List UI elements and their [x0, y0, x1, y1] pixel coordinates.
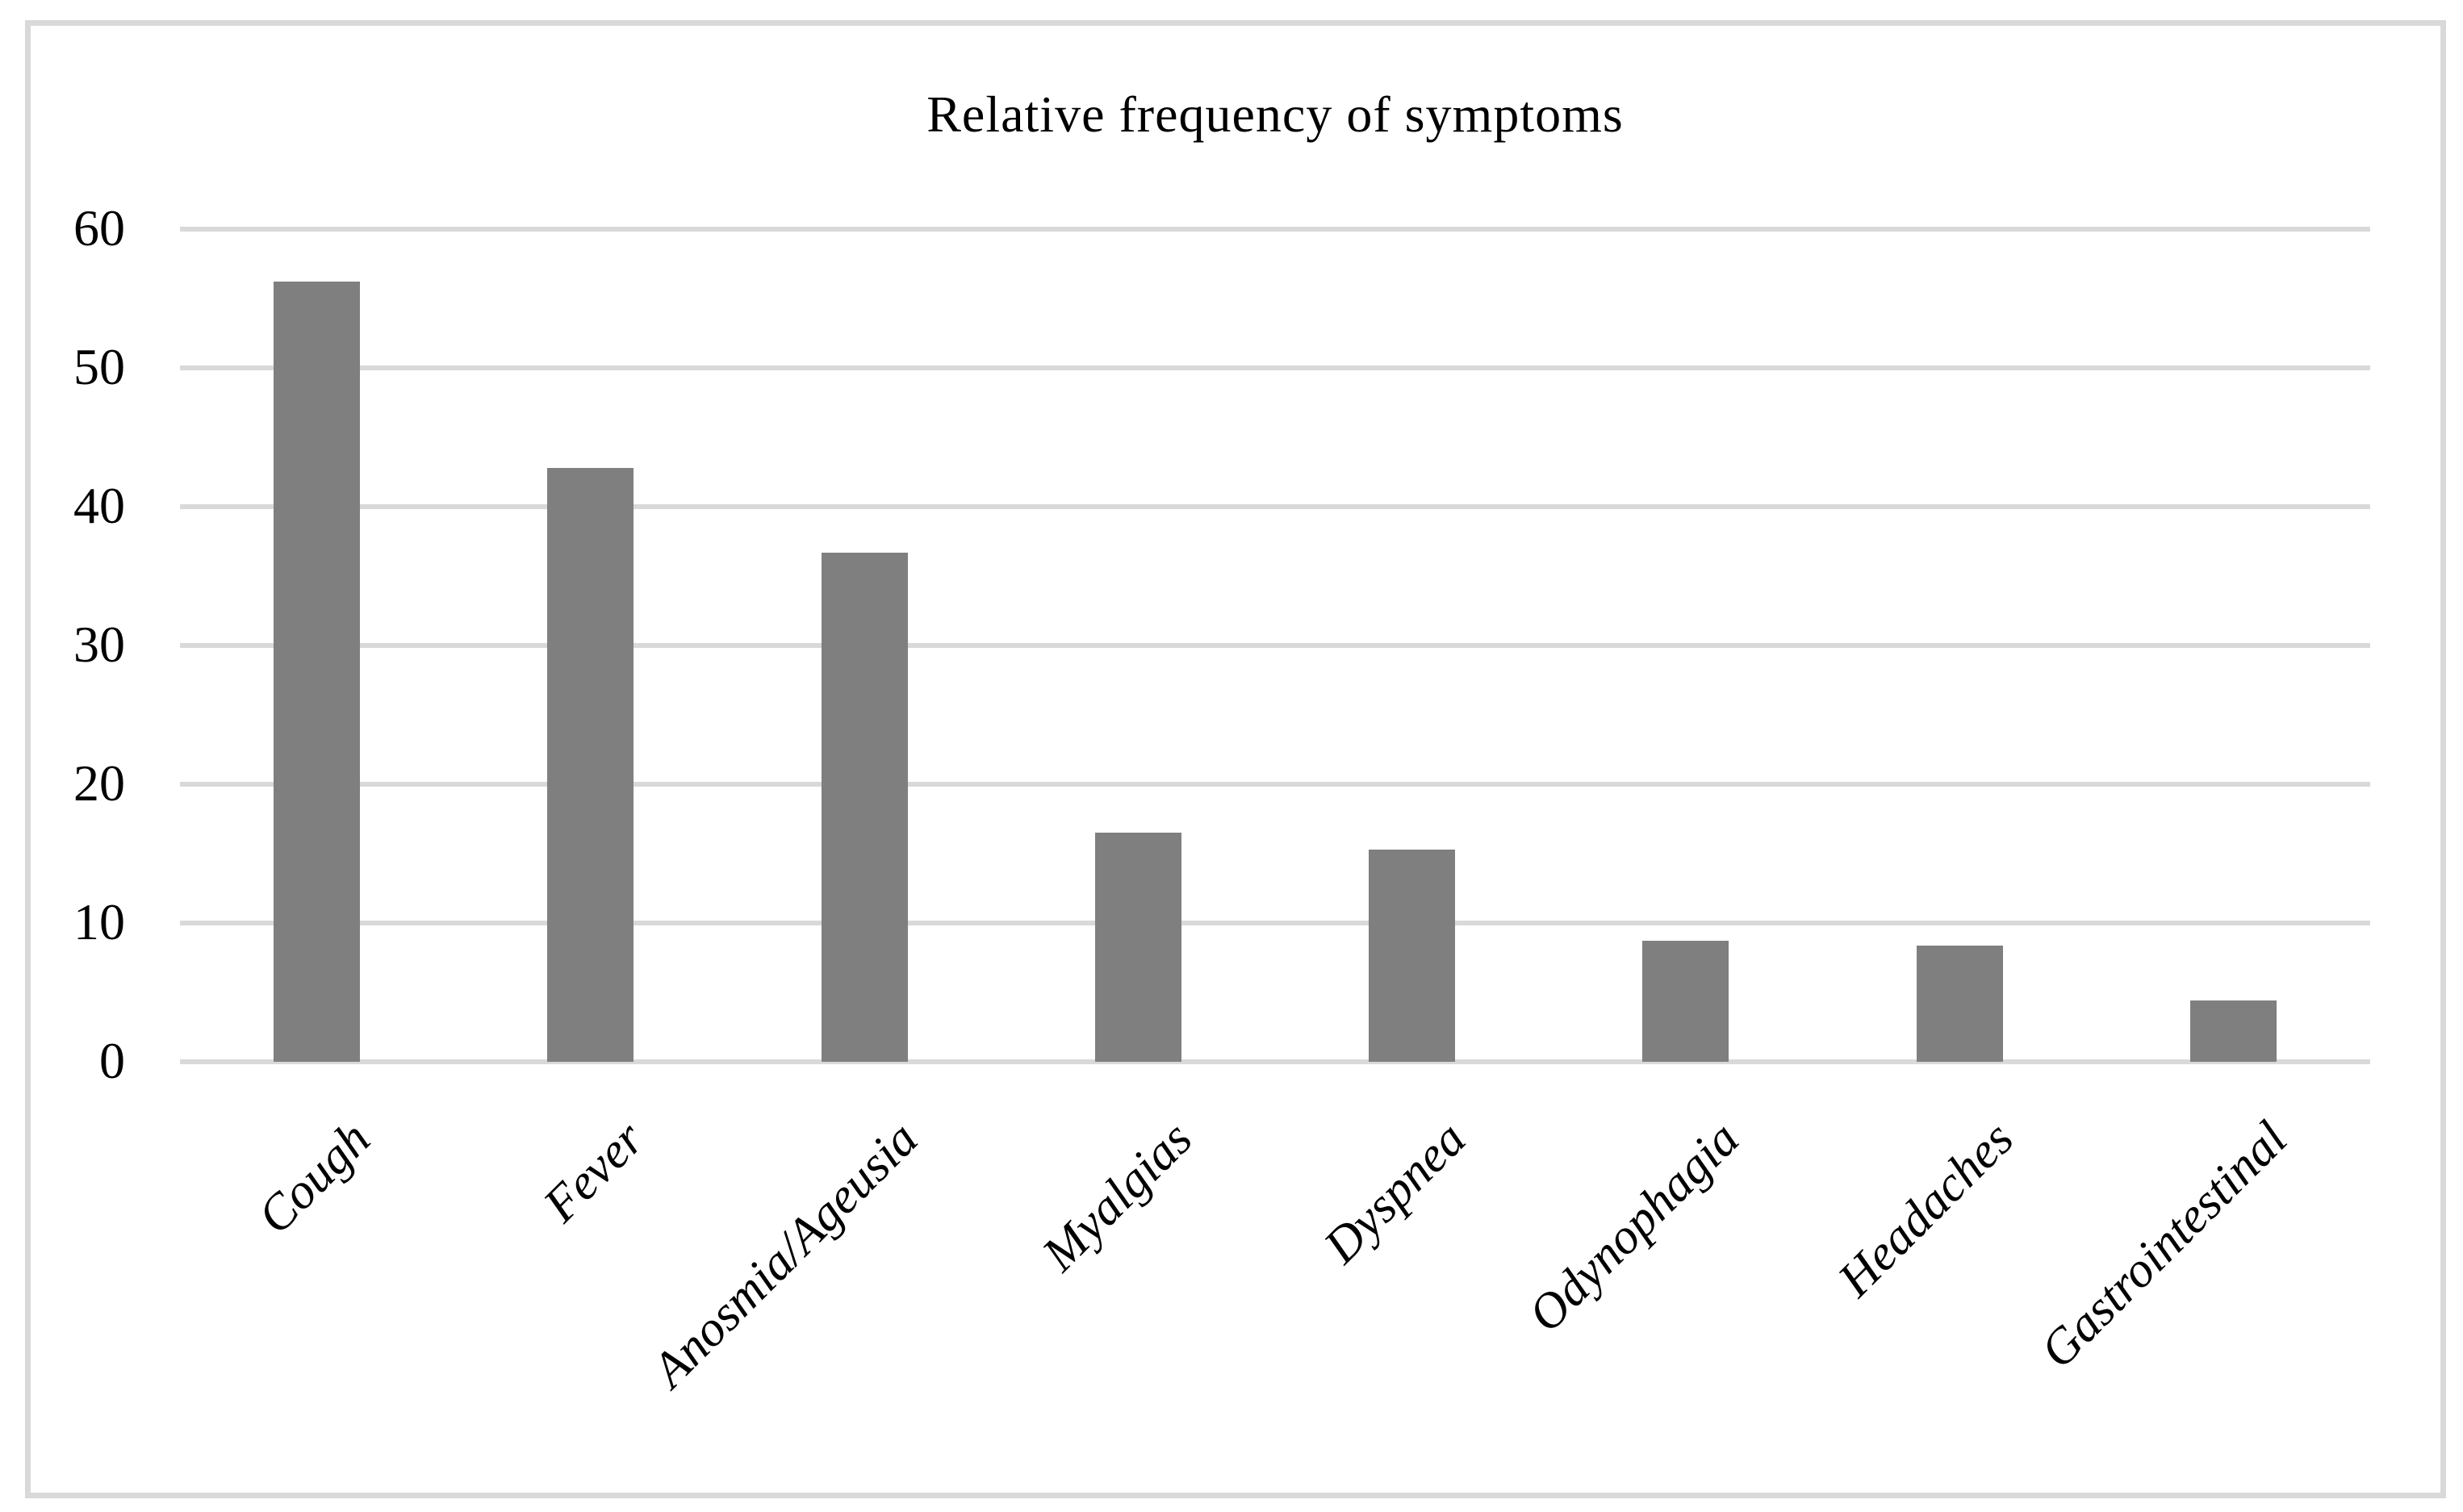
gridline-y0: [180, 1059, 2370, 1064]
y-axis-tick-label: 30: [73, 616, 125, 673]
bar-myalgias: [1094, 833, 1181, 1062]
bar-anosmia-ageusia: [821, 552, 908, 1062]
bar-dyspnea: [1369, 849, 1456, 1062]
plot-area: [180, 227, 2370, 1064]
gridline-y60: [180, 227, 2370, 232]
bar-fever: [547, 467, 634, 1062]
bar-headaches: [1916, 945, 2003, 1062]
chart-title: Relative frequency of symptoms: [926, 86, 1624, 143]
bar-cough: [274, 282, 361, 1062]
gridline-y40: [180, 504, 2370, 509]
chart-frame: [25, 20, 2446, 1498]
y-axis-tick-label: 60: [73, 199, 125, 257]
bar-gastrointestinal: [2189, 1000, 2277, 1062]
y-axis-tick-label: 0: [99, 1032, 125, 1089]
gridline-y10: [180, 921, 2370, 925]
gridline-y20: [180, 782, 2370, 787]
bar-odynophagia: [1642, 941, 1729, 1062]
y-axis-tick-label: 50: [73, 338, 125, 395]
gridline-y50: [180, 365, 2370, 370]
y-axis-tick-label: 20: [73, 754, 125, 812]
y-axis-tick-label: 10: [73, 893, 125, 950]
y-axis-tick-label: 40: [73, 477, 125, 534]
gridline-y30: [180, 643, 2370, 648]
